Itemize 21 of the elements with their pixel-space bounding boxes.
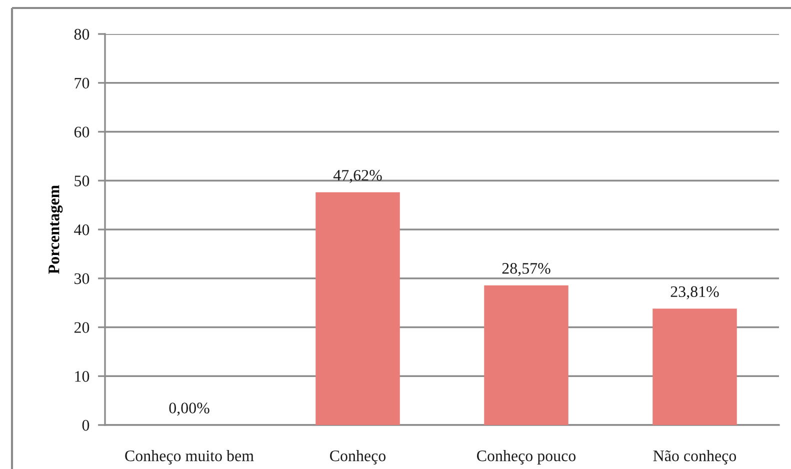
y-tick-label: 0 — [82, 420, 90, 431]
bar — [316, 192, 400, 425]
bar — [484, 285, 568, 425]
y-tick-label: 80 — [74, 28, 90, 40]
x-tick-label: Conheço muito bem — [125, 450, 254, 464]
y-axis-title: Porcentagem — [48, 185, 63, 274]
y-tick-label: 10 — [75, 371, 90, 382]
y-tick-label: 40 — [74, 224, 90, 236]
y-tick-label: 70 — [74, 78, 90, 89]
data-label: 0,00% — [169, 402, 210, 416]
y-tick-label: 50 — [74, 176, 90, 186]
bar — [652, 308, 737, 425]
y-tick-label: 30 — [74, 273, 90, 284]
data-label: 28,57% — [502, 263, 550, 276]
data-label: 23,81% — [670, 286, 719, 300]
y-tick-label: 20 — [74, 322, 90, 333]
data-label: 47,62% — [333, 170, 382, 183]
x-tick-label: Conheço — [330, 450, 386, 464]
x-tick-label: Conheço pouco — [477, 450, 576, 464]
y-tick-label: 60 — [74, 126, 90, 138]
x-tick-label: Não conheço — [653, 450, 736, 464]
